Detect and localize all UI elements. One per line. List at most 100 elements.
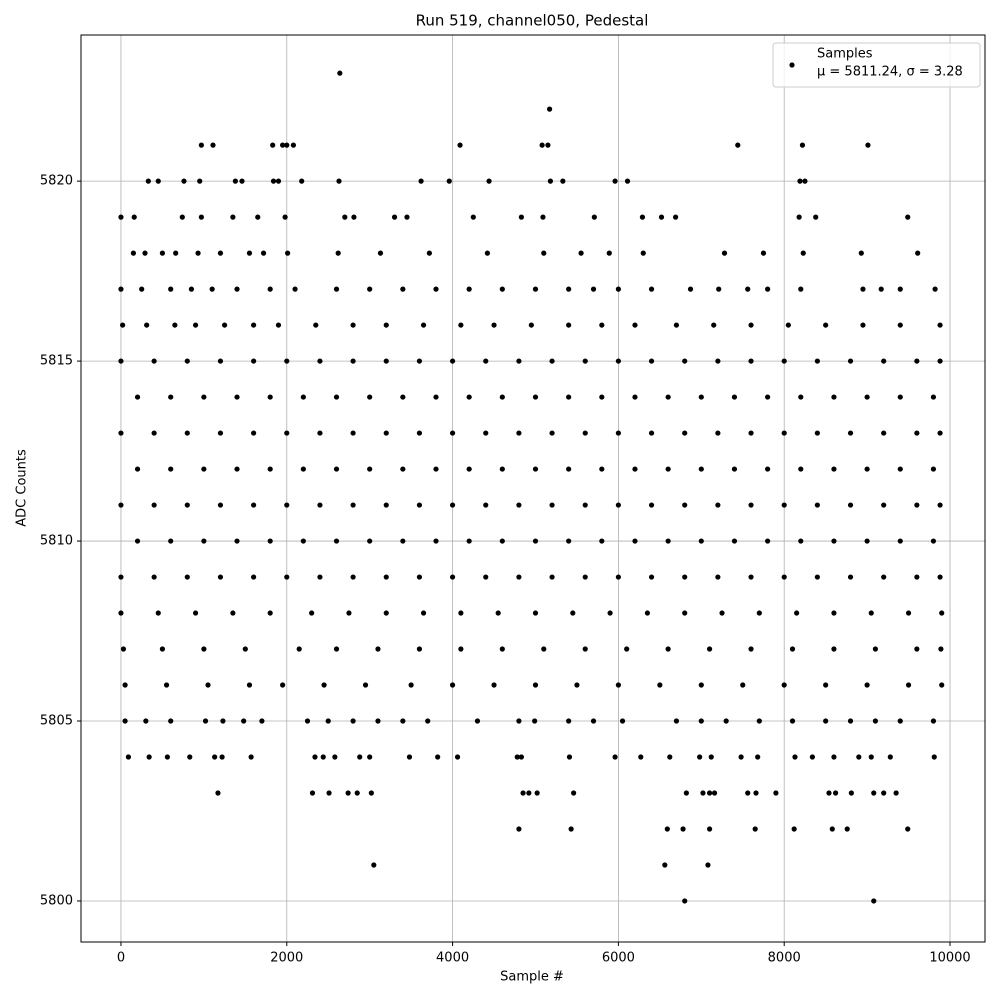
sample-point: [547, 178, 554, 184]
sample-point: [582, 430, 588, 436]
y-axis-label: ADC Counts: [15, 449, 30, 527]
sample-point: [897, 466, 903, 472]
sample-point: [516, 826, 522, 832]
x-tick-label: 10000: [929, 951, 970, 966]
sample-point: [336, 178, 342, 184]
sample-point: [549, 358, 555, 364]
sample-point: [446, 178, 452, 184]
sample-point: [251, 322, 257, 328]
sample-point: [897, 394, 903, 400]
sample-point: [860, 322, 866, 328]
sample-point: [201, 466, 207, 472]
sample-point: [267, 610, 273, 616]
sample-point: [914, 430, 920, 436]
sample-point: [624, 646, 630, 652]
sample-point: [648, 574, 655, 580]
sample-point: [864, 394, 870, 400]
sample-point: [290, 142, 297, 148]
sample-point: [640, 250, 646, 256]
sample-point: [483, 358, 489, 364]
sample-point: [719, 610, 725, 616]
sample-point: [400, 394, 406, 400]
sample-point: [404, 214, 410, 220]
sample-point: [217, 430, 224, 436]
sample-point: [773, 790, 779, 796]
sample-point: [151, 574, 157, 580]
sample-point: [831, 646, 837, 652]
sample-point: [155, 178, 161, 184]
sample-point: [657, 682, 663, 688]
sample-point: [367, 754, 373, 760]
sample-point: [632, 466, 638, 472]
sample-point: [466, 394, 472, 400]
sample-point: [781, 358, 787, 364]
sample-point: [321, 682, 327, 688]
sample-point: [680, 826, 686, 832]
sample-point: [915, 250, 921, 256]
sample-point: [738, 754, 744, 760]
sample-point: [930, 538, 937, 544]
sample-point: [406, 754, 413, 760]
sample-point: [756, 610, 762, 616]
sample-point: [426, 250, 432, 256]
sample-point: [582, 574, 588, 580]
sample-point: [753, 790, 759, 796]
sample-point: [715, 574, 721, 580]
sample-point: [333, 646, 340, 652]
sample-point: [612, 178, 618, 184]
sample-point: [292, 286, 298, 292]
sample-point: [499, 286, 505, 292]
sample-point: [317, 430, 323, 436]
sample-point: [449, 682, 456, 688]
sample-point: [648, 430, 655, 436]
sample-point: [350, 718, 356, 724]
sample-point: [599, 466, 605, 472]
sample-point: [789, 718, 796, 724]
sample-point: [665, 466, 671, 472]
sample-point: [698, 538, 704, 544]
sample-point: [217, 358, 224, 364]
sample-point: [590, 286, 597, 292]
sample-point: [400, 286, 406, 292]
sample-point: [383, 502, 389, 508]
sample-point: [578, 250, 584, 256]
sample-point: [847, 574, 854, 580]
sample-point: [118, 286, 124, 292]
sample-point: [491, 322, 497, 328]
sample-point: [260, 250, 267, 256]
sample-point: [566, 718, 572, 724]
sample-point: [765, 538, 771, 544]
sample-point: [118, 214, 124, 220]
sample-point: [632, 394, 638, 400]
sample-point: [532, 466, 539, 472]
sample-point: [937, 574, 943, 580]
sample-point: [847, 502, 854, 508]
x-axis-label: Sample #: [500, 970, 564, 985]
sample-point: [458, 610, 464, 616]
sample-point: [532, 682, 539, 688]
sample-point: [400, 538, 406, 544]
sample-point: [181, 178, 187, 184]
sample-point: [781, 502, 787, 508]
sample-point: [516, 358, 522, 364]
sample-point: [516, 574, 522, 580]
sample-point: [354, 790, 360, 796]
sample-point: [723, 718, 729, 724]
sample-point: [188, 286, 195, 292]
sample-point: [122, 682, 128, 688]
sample-point: [296, 646, 302, 652]
sample-point: [425, 718, 431, 724]
sample-point: [582, 502, 588, 508]
sample-point: [540, 214, 546, 220]
sample-point: [549, 430, 555, 436]
sample-point: [665, 394, 671, 400]
sample-point: [284, 430, 290, 436]
sample-point: [748, 574, 754, 580]
sample-point: [449, 358, 456, 364]
sample-point: [648, 502, 655, 508]
sample-point: [408, 682, 414, 688]
sample-point: [377, 250, 384, 256]
sample-point: [698, 466, 704, 472]
sample-point: [267, 286, 273, 292]
sample-point: [400, 718, 406, 724]
